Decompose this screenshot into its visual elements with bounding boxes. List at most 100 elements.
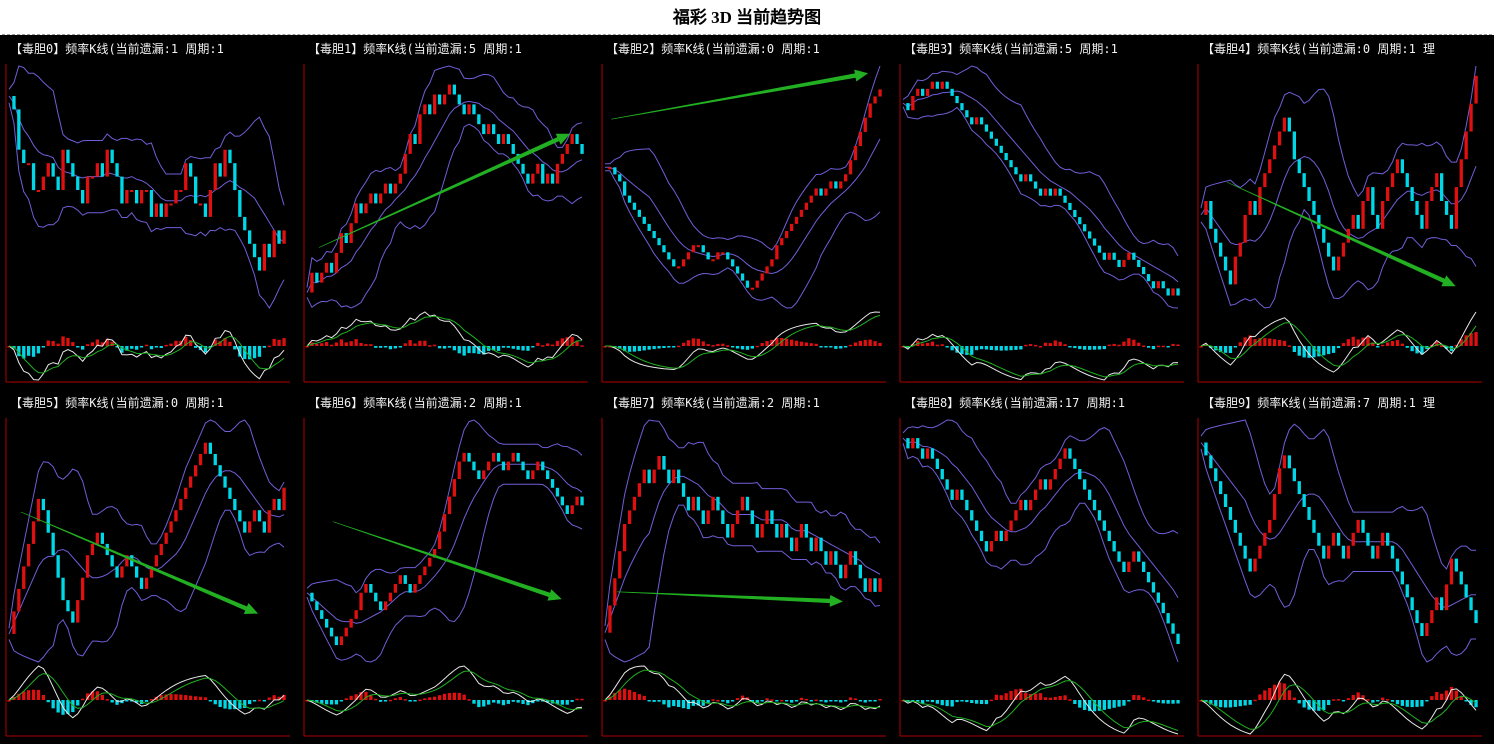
candle xyxy=(750,287,754,290)
candle xyxy=(1102,520,1106,531)
macd-bar xyxy=(218,700,222,707)
macd-bar xyxy=(848,344,853,347)
candle xyxy=(716,496,720,511)
macd-dif-line xyxy=(8,329,285,381)
candle xyxy=(672,469,676,484)
candle xyxy=(999,145,1003,153)
candle xyxy=(1004,153,1008,161)
candle xyxy=(1233,256,1237,285)
candle xyxy=(374,592,378,602)
candle xyxy=(1317,214,1321,229)
candle xyxy=(1361,519,1365,533)
macd-bar xyxy=(272,695,276,700)
macd-bar xyxy=(511,700,515,702)
candle xyxy=(785,231,789,239)
macd-bar xyxy=(716,699,720,702)
candle xyxy=(442,514,447,532)
candle xyxy=(1263,173,1267,188)
candle xyxy=(809,195,813,203)
candle xyxy=(1137,551,1141,562)
candle xyxy=(95,163,99,177)
candle xyxy=(1317,532,1321,546)
candle xyxy=(198,454,203,466)
candle xyxy=(135,190,139,204)
macd-bar xyxy=(1371,342,1375,346)
candle xyxy=(1063,448,1067,459)
panel-title: 【毒胆5】频率K线(当前遗漏:0 周期:1 xyxy=(10,396,224,410)
macd-bar xyxy=(248,346,252,360)
candle xyxy=(1014,167,1018,175)
macd-bar xyxy=(76,346,80,348)
macd-bar xyxy=(1107,700,1111,709)
candle xyxy=(66,149,70,164)
candle xyxy=(1292,468,1296,482)
macd-bar xyxy=(863,339,867,346)
macd-bar xyxy=(339,339,343,346)
candle xyxy=(1282,455,1287,469)
macd-bar xyxy=(1063,695,1067,700)
candle xyxy=(1127,561,1131,572)
candle xyxy=(1228,507,1233,520)
macd-bar xyxy=(1302,346,1306,358)
macd-bar xyxy=(325,342,329,346)
macd-bar xyxy=(1161,700,1165,704)
macd-bar xyxy=(1112,700,1116,708)
macd-bar xyxy=(1371,700,1375,703)
candle xyxy=(613,578,617,606)
macd-bar xyxy=(989,346,993,350)
candle xyxy=(642,469,646,484)
macd-bar xyxy=(1282,340,1287,346)
macd-bar xyxy=(1014,689,1018,700)
macd-bar xyxy=(1400,343,1404,346)
candle xyxy=(203,203,208,217)
candle xyxy=(570,505,574,514)
macd-bar xyxy=(22,691,26,700)
macd-bar xyxy=(950,700,954,707)
candle xyxy=(790,537,794,552)
chart-panel-0: 【毒胆0】频率K线(当前遗漏:1 周期:1 xyxy=(2,36,300,390)
candle xyxy=(868,578,872,592)
macd-bar xyxy=(921,343,925,346)
candle xyxy=(814,537,818,552)
candle xyxy=(1415,201,1419,215)
macd-bar xyxy=(975,346,979,351)
candle xyxy=(521,461,525,471)
macd-bar xyxy=(1033,344,1038,347)
candle xyxy=(706,252,710,260)
candle xyxy=(1356,519,1360,533)
band-middle xyxy=(306,100,583,293)
candle xyxy=(878,89,882,97)
candle xyxy=(780,524,784,538)
candle xyxy=(1356,214,1360,229)
chart-panel-9: 【毒胆9】频率K线(当前遗漏:7 周期:1 理 xyxy=(1194,390,1492,744)
candle xyxy=(989,131,993,139)
chart-svg-3 xyxy=(899,64,1184,383)
candle xyxy=(369,193,373,204)
candle xyxy=(804,524,808,538)
macd-bar xyxy=(555,340,560,346)
candle xyxy=(51,532,55,556)
macd-bar xyxy=(213,339,217,346)
candle xyxy=(935,458,939,469)
macd-bar xyxy=(970,346,974,355)
macd-bar xyxy=(1019,346,1023,350)
macd-bar xyxy=(642,695,646,700)
candle xyxy=(364,584,368,593)
macd-bar xyxy=(354,339,358,346)
candle xyxy=(189,476,193,488)
macd-bar xyxy=(1346,698,1350,700)
macd-bar xyxy=(521,346,525,351)
macd-bar xyxy=(1019,688,1023,700)
macd-bar xyxy=(51,700,55,709)
candle xyxy=(1297,159,1301,174)
macd-bar xyxy=(248,700,252,705)
macd-bar xyxy=(31,689,36,700)
macd-bar xyxy=(1474,332,1478,346)
macd-bar xyxy=(1336,699,1341,701)
candle xyxy=(100,163,104,177)
macd-bar xyxy=(925,342,930,346)
macd-bar xyxy=(1440,345,1444,347)
candle xyxy=(950,489,954,500)
macd-bar xyxy=(1386,342,1390,346)
macd-bar xyxy=(642,346,646,351)
